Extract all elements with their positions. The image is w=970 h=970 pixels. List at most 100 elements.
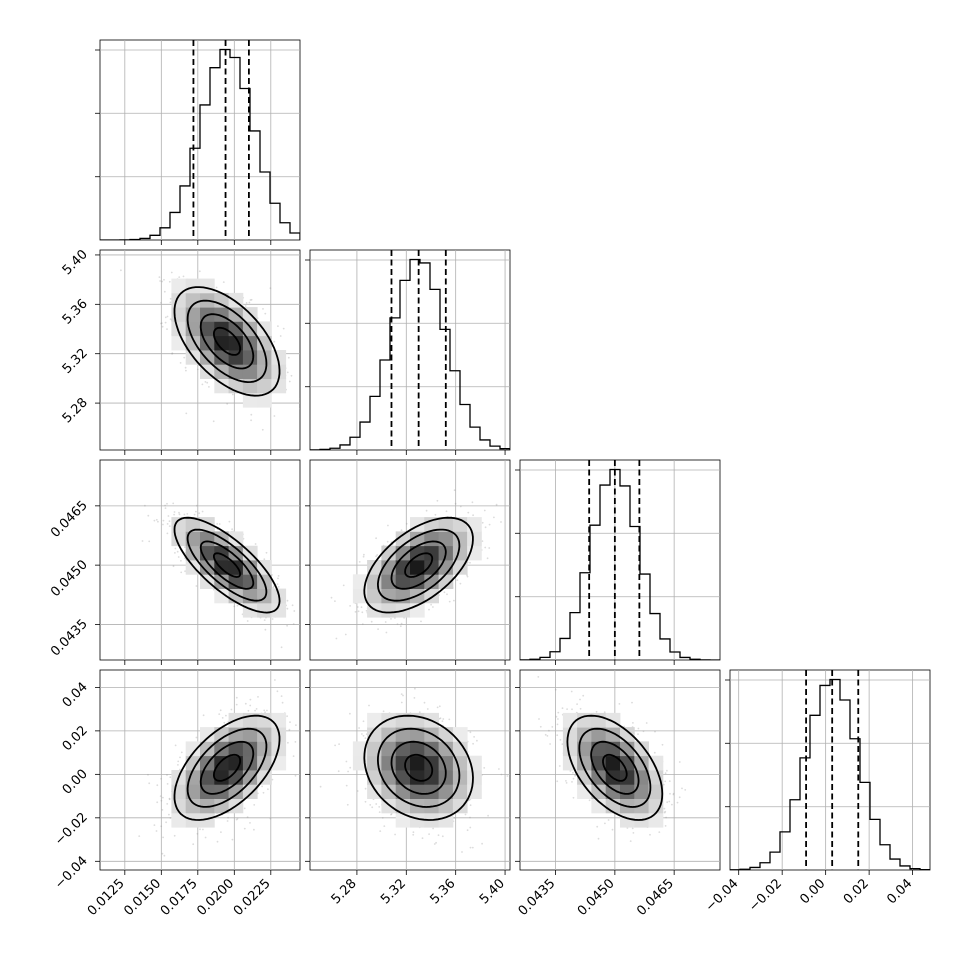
sample-point xyxy=(441,835,444,838)
sample-point xyxy=(666,769,668,772)
sample-point xyxy=(364,787,367,790)
density-cell xyxy=(228,545,244,561)
sample-point xyxy=(206,381,209,384)
sample-point xyxy=(173,834,176,837)
density-cell xyxy=(438,517,454,532)
sample-point xyxy=(361,623,364,626)
sample-point xyxy=(345,760,348,763)
sample-point xyxy=(413,697,416,699)
sample-point xyxy=(390,618,392,620)
sample-point xyxy=(286,599,289,602)
density-cell xyxy=(185,292,201,308)
sample-point xyxy=(269,817,272,820)
density-cell xyxy=(228,321,244,337)
sample-point xyxy=(299,398,300,401)
histogram-panel-0 xyxy=(95,39,301,245)
density-cell xyxy=(185,531,201,547)
sample-point xyxy=(215,286,218,289)
sample-point xyxy=(500,521,502,523)
density-cell xyxy=(242,741,258,757)
sample-point xyxy=(192,843,195,846)
x-tick-label: 0.0175 xyxy=(158,876,201,919)
sample-point xyxy=(293,610,296,612)
sample-point xyxy=(201,510,204,513)
sample-point xyxy=(287,356,290,359)
sample-point xyxy=(346,803,349,806)
sample-point xyxy=(334,744,336,747)
sample-point xyxy=(486,557,489,560)
sample-point xyxy=(165,821,168,824)
sample-point xyxy=(178,511,180,514)
sample-point xyxy=(162,519,165,522)
sample-point xyxy=(375,803,378,805)
sample-point xyxy=(468,799,471,801)
panel-frame xyxy=(519,459,721,661)
sample-point xyxy=(196,368,199,371)
sample-point xyxy=(349,712,351,715)
sample-point xyxy=(155,830,158,832)
density-cell xyxy=(424,784,439,799)
density-cell xyxy=(381,755,397,771)
sample-point xyxy=(435,841,437,844)
sample-point xyxy=(249,704,252,707)
sample-point xyxy=(163,278,165,281)
sample-point xyxy=(249,698,252,701)
sample-point xyxy=(179,756,181,759)
sample-point xyxy=(377,628,379,630)
contour-level-3 xyxy=(173,286,281,397)
sample-point xyxy=(286,371,289,374)
sample-point xyxy=(168,813,170,816)
density-cell xyxy=(214,588,229,604)
density-cell xyxy=(214,378,229,394)
sample-point xyxy=(171,353,174,355)
sample-point xyxy=(405,522,408,525)
scatter-panel-3-1: 5.28 5.32 5.36 5.40 xyxy=(305,669,511,907)
sample-point xyxy=(425,509,428,512)
sample-point xyxy=(466,575,469,578)
density-cell xyxy=(257,378,272,394)
sample-point xyxy=(177,760,180,763)
sample-point xyxy=(349,605,351,607)
density-cell xyxy=(200,741,215,757)
sample-point xyxy=(195,585,198,587)
sample-point xyxy=(228,520,231,523)
density-cell xyxy=(257,335,272,351)
sample-point xyxy=(453,599,455,602)
sample-point xyxy=(249,299,252,301)
y-tick-label: 5.28 xyxy=(60,395,91,426)
sample-point xyxy=(488,547,491,549)
sample-point xyxy=(292,623,295,625)
density-cell xyxy=(367,712,382,728)
sample-point xyxy=(347,770,349,773)
density-cell xyxy=(200,784,215,799)
sample-point xyxy=(453,489,456,492)
x-tick-label: 0.0125 xyxy=(85,876,128,919)
sample-point xyxy=(288,380,291,383)
density-cell xyxy=(452,741,468,757)
sample-point xyxy=(358,727,360,729)
sample-point xyxy=(330,596,333,599)
contour-level-1 xyxy=(199,740,255,795)
density-cell xyxy=(395,560,411,575)
sample-point xyxy=(184,546,186,548)
density-cell xyxy=(438,784,454,799)
sample-point xyxy=(305,389,307,391)
contour-level-0 xyxy=(213,753,241,782)
sample-point xyxy=(390,813,392,816)
sample-point xyxy=(253,828,255,831)
x-tick-label: 0.0200 xyxy=(194,876,237,919)
sample-point xyxy=(473,736,475,738)
sample-point xyxy=(277,575,280,577)
sample-point xyxy=(144,504,146,507)
sample-point xyxy=(174,744,177,747)
density-cell xyxy=(200,335,215,351)
y-tick-label: 0.02 xyxy=(60,723,91,754)
sample-point xyxy=(362,734,365,737)
sample-point xyxy=(162,796,164,799)
density-cell xyxy=(381,574,397,589)
sample-point xyxy=(250,419,253,422)
sample-point xyxy=(231,393,234,396)
sample-point xyxy=(161,809,164,811)
y-tick-label: −0.04 xyxy=(52,854,91,893)
